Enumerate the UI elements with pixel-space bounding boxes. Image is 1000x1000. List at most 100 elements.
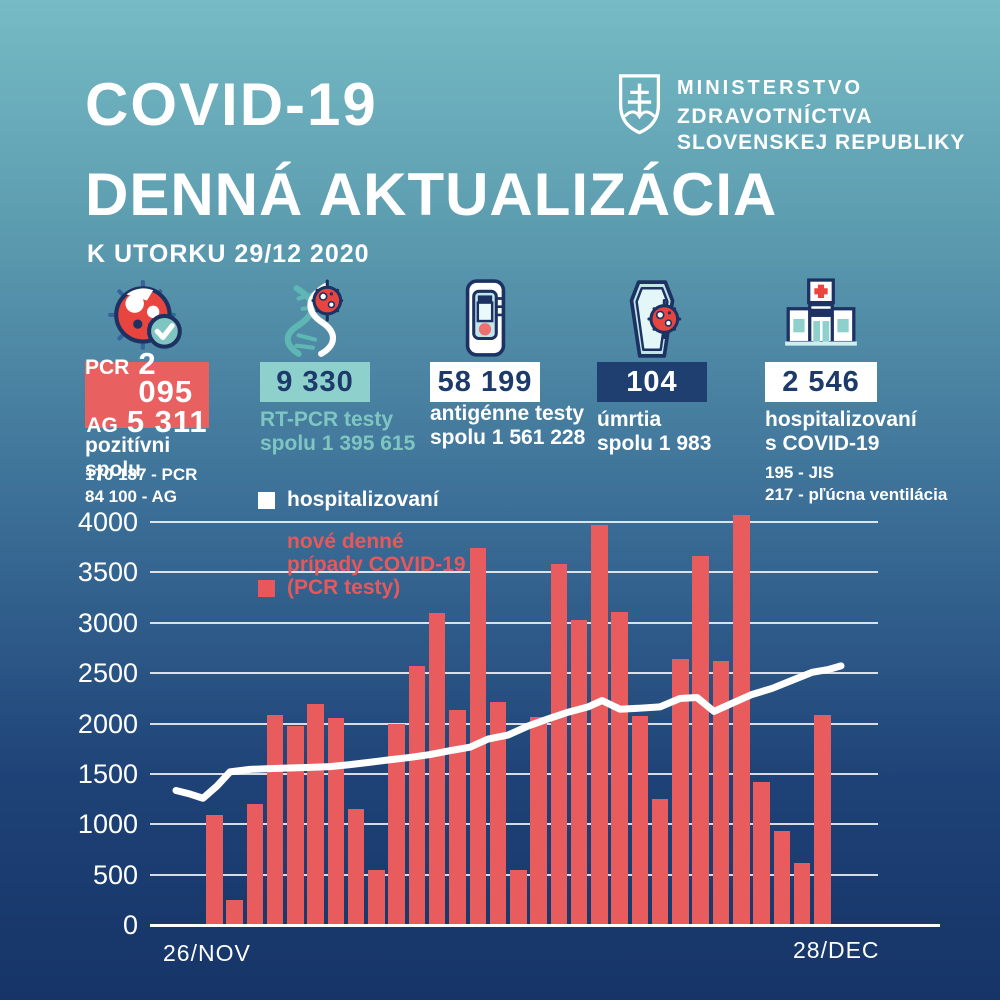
bar [631, 716, 649, 925]
bar [408, 666, 426, 925]
legend-label-new-cases: nové denné prípady COVID-19 (PCR testy) [287, 530, 466, 599]
deaths-label-line1: úmrtia [597, 408, 662, 431]
bar [733, 514, 750, 925]
gridline-3500 [150, 571, 878, 574]
bar [550, 564, 568, 925]
plot-area [150, 514, 878, 925]
hospital-icon [765, 278, 877, 360]
bar [814, 715, 831, 925]
positives-title: pozitívni spolu [85, 434, 171, 481]
bar [428, 612, 446, 925]
gridline-4000 [150, 521, 878, 523]
antigen-label-line1: antigénne testy [430, 402, 585, 425]
rtpcr-label-line1: RT-PCR testy [260, 408, 394, 431]
legend-swatch-new-cases [258, 580, 275, 597]
ministry-line2: ZDRAVOTNÍCTVA [677, 105, 874, 128]
positives-details: 170 187 - PCR 84 100 - AG [85, 464, 197, 508]
bar [651, 799, 669, 925]
date-subtitle: K UTORKU 29/12 2020 [87, 240, 370, 268]
bar [611, 611, 628, 925]
bar [469, 548, 486, 925]
bar [226, 899, 243, 925]
y-axis-labels: 0 500 1000 1500 2000 2500 3000 3500 4000 [0, 507, 138, 940]
bar [489, 702, 507, 925]
bar [510, 869, 527, 925]
bar [347, 809, 365, 925]
hospitalization-line [172, 662, 845, 802]
ministry-logo-block: MINISTERSTVO ZDRAVOTNÍCTVA SLOVENSKEJ RE… [616, 73, 965, 155]
legend-label-hospitalized: hospitalizovaní [287, 488, 439, 511]
antigen-test-icon [430, 278, 540, 360]
pcr-row: PCR 2 095 [85, 346, 209, 409]
gridline-1000 [150, 823, 878, 826]
bar [570, 619, 588, 925]
bar [793, 862, 811, 925]
hospitalized-label: hospitalizovaní s COVID-19 [765, 408, 945, 456]
x-axis-end-label: 28/DEC [793, 937, 880, 963]
daily-cases-chart: 0 500 1000 1500 2000 2500 3000 3500 4000 hospita… [0, 480, 1000, 1000]
bar [773, 831, 791, 925]
dna-virus-icon [260, 278, 370, 360]
positives-detail-pcr: 170 187 - PCR [85, 465, 198, 484]
x-axis-start-label: 26/NOV [163, 940, 251, 966]
ministry-line3: SLOVENSKEJ REPUBLIKY [677, 131, 966, 154]
hospitalized-label-line2: s COVID-19 [765, 432, 880, 455]
y-tick-label-2000: 2000 [77, 708, 138, 739]
ministry-name: MINISTERSTVO ZDRAVOTNÍCTVA SLOVENSKEJ RE… [677, 73, 965, 155]
line-overlay [172, 662, 845, 802]
legend-new-cases-line1: nové denné [287, 530, 404, 553]
bar [368, 869, 385, 925]
rtpcr-label-line2: spolu 1 395 615 [260, 432, 416, 455]
bar [327, 718, 345, 925]
slovak-coat-of-arms-icon [616, 73, 663, 155]
rtpcr-badge: 9 330 [260, 362, 370, 402]
virus-check-icon [85, 278, 209, 360]
bar [388, 723, 405, 925]
antigen-label-line2: spolu 1 561 228 [430, 426, 586, 449]
coffin-virus-icon [597, 278, 707, 360]
hospitalized-label-line1: hospitalizovaní [765, 408, 917, 431]
y-tick-label-4000: 4000 [77, 507, 138, 537]
bar [287, 725, 304, 925]
y-tick-label-500: 500 [92, 859, 138, 890]
y-tick-label-1000: 1000 [77, 809, 138, 840]
bar [692, 556, 709, 925]
hospitalized-detail-jis: 195 - JIS [765, 463, 834, 482]
positives-badge: PCR 2 095 AG 5 311 [85, 348, 209, 437]
rtpcr-label: RT-PCR testy spolu 1 395 615 [260, 408, 440, 456]
legend-new-cases-line3: (PCR testy) [287, 576, 401, 599]
y-tick-label-2500: 2500 [77, 658, 138, 689]
hospitalized-detail-ventilation: 217 - pľúcna ventilácia [765, 485, 948, 504]
deaths-label: úmrtia spolu 1 983 [597, 408, 777, 456]
bar [672, 659, 689, 925]
y-tick-label-3500: 3500 [77, 557, 138, 588]
x-axis-line [150, 924, 940, 927]
bar [206, 815, 223, 925]
deaths-badge: 104 [597, 362, 707, 402]
hospitalized-badge: 2 546 [765, 362, 877, 402]
bar [530, 717, 547, 925]
bar [307, 704, 324, 925]
deaths-label-line2: spolu 1 983 [597, 432, 712, 455]
pcr-value: 2 095 [138, 346, 194, 409]
bar [449, 710, 466, 925]
positives-detail-ag: 84 100 - AG [85, 487, 177, 506]
page-title: COVID-19 [85, 71, 378, 138]
ag-value: 5 311 [126, 404, 208, 439]
legend-swatch-hospitalized [258, 492, 275, 509]
ag-row: AG 5 311 [86, 404, 208, 440]
bar [753, 781, 770, 925]
antigen-label: antigénne testy spolu 1 561 228 [430, 402, 610, 450]
y-tick-label-0: 0 [122, 910, 138, 940]
bar [591, 525, 608, 925]
bar [712, 661, 730, 925]
hospitalized-details: 195 - JIS 217 - pľúcna ventilácia [765, 462, 965, 506]
gridline-2500 [150, 672, 878, 675]
gridline-2000 [150, 722, 878, 725]
ministry-line1: MINISTERSTVO [677, 77, 864, 99]
antigen-badge: 58 199 [430, 362, 540, 402]
gridline-1500 [150, 772, 878, 775]
y-tick-label-3000: 3000 [77, 607, 138, 638]
y-tick-label-1500: 1500 [77, 758, 138, 789]
